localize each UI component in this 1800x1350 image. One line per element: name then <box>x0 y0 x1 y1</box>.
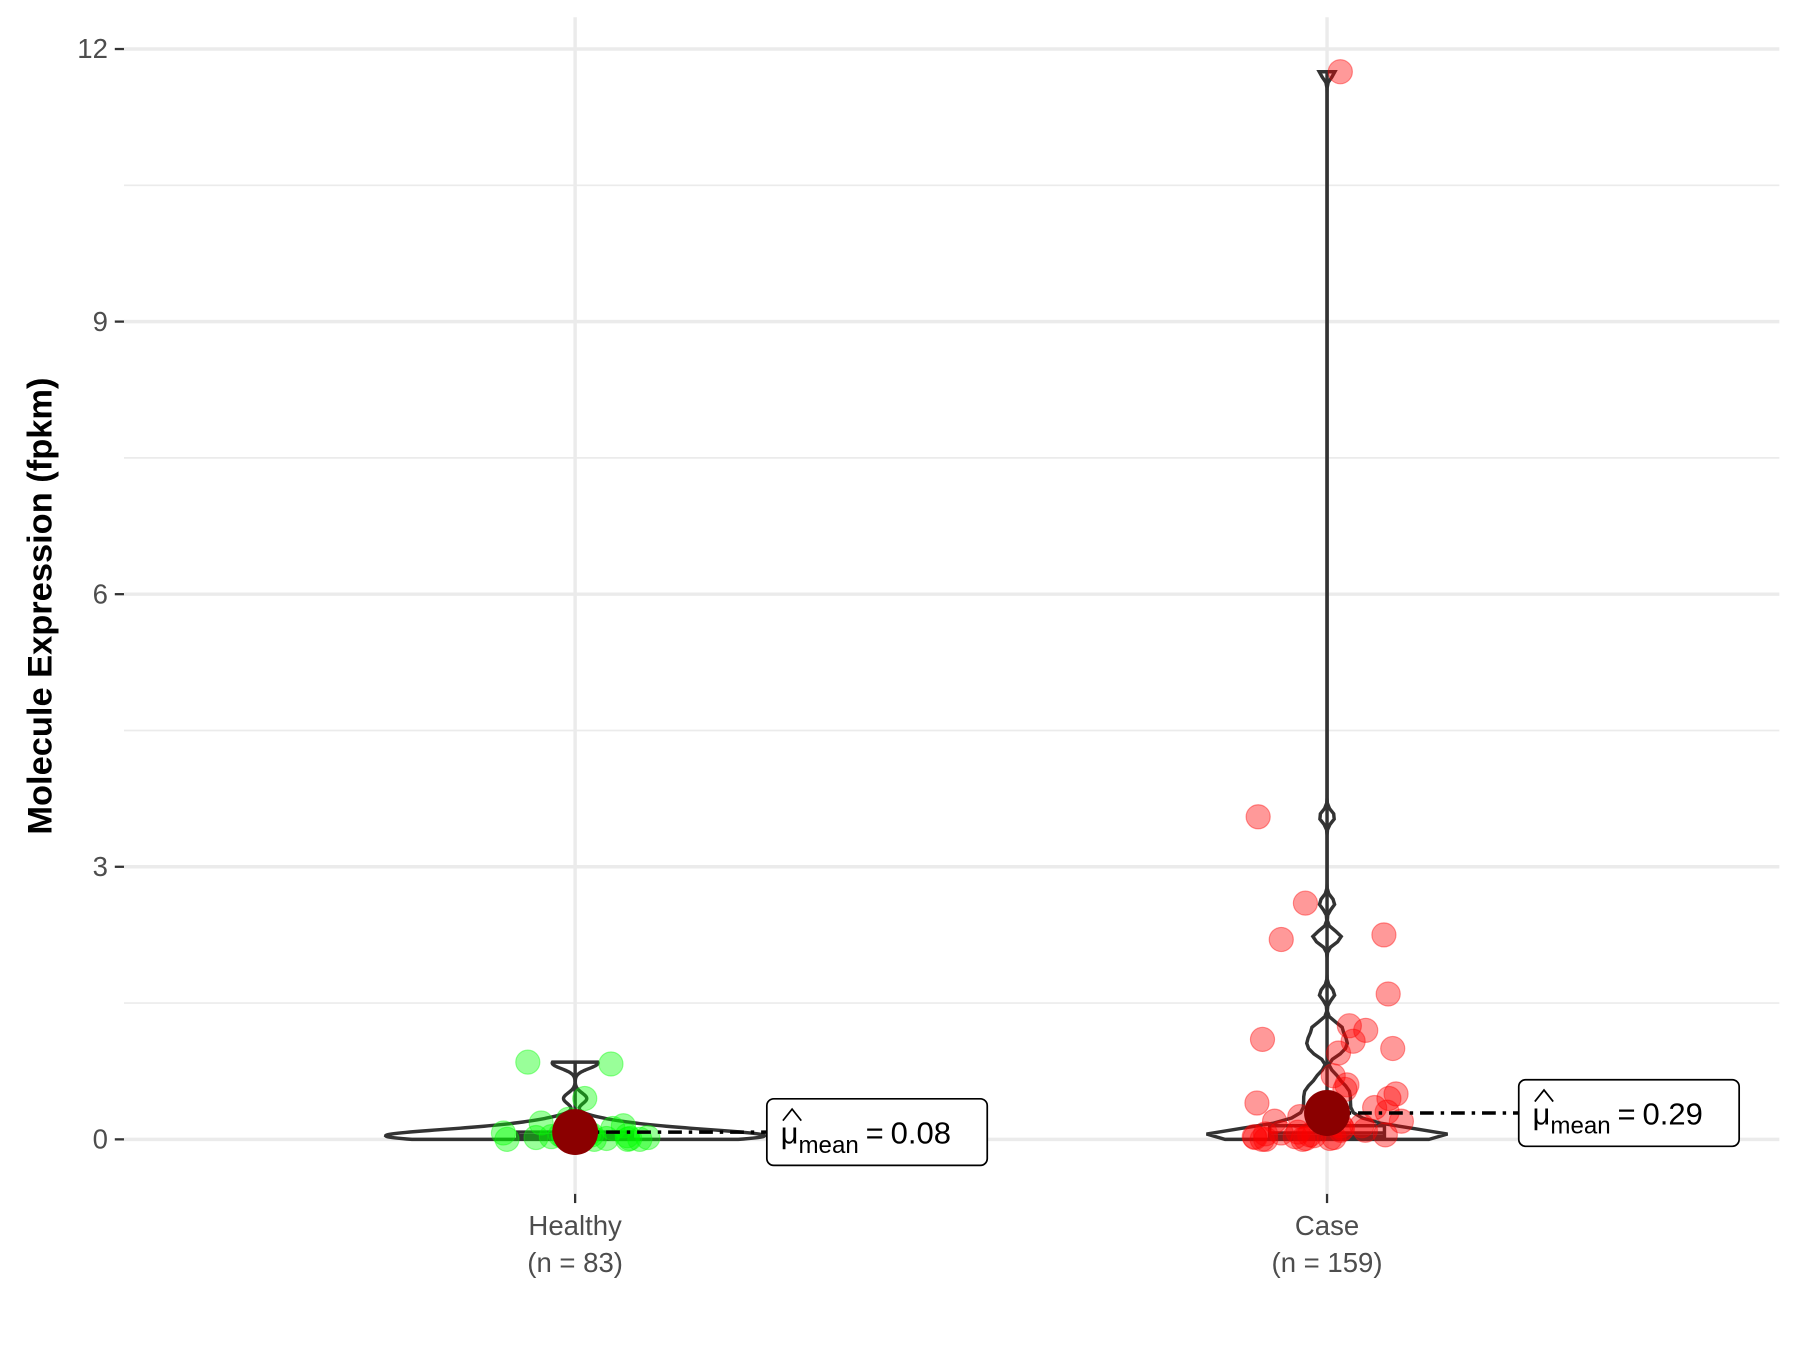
data-point <box>1241 1124 1267 1150</box>
mean-value: 0.29 <box>1643 1096 1703 1131</box>
data-point <box>528 1110 554 1136</box>
mean-value: 0.08 <box>891 1116 951 1151</box>
y-tick-label: 0 <box>93 1124 108 1155</box>
data-point <box>1249 1026 1276 1053</box>
x-tick-label: Case <box>1295 1210 1359 1241</box>
mean-hat <box>782 1107 802 1122</box>
data-point <box>515 1049 541 1075</box>
data-point <box>598 1051 624 1077</box>
mean-label: μmean = 0.29 <box>1533 1096 1703 1139</box>
data-point <box>1334 1072 1360 1098</box>
y-tick-label: 12 <box>77 33 108 64</box>
y-axis-title: Molecule Expression (fpkm) <box>22 378 60 835</box>
mean-symbol: μ <box>1533 1096 1551 1131</box>
data-point <box>523 1124 549 1151</box>
mean-equals: = <box>1618 1096 1636 1131</box>
data-point <box>1268 1120 1294 1146</box>
data-point <box>614 1123 640 1149</box>
data-point <box>1292 890 1319 916</box>
data-point <box>1293 1125 1319 1152</box>
mean-subscript: mean <box>1550 1113 1610 1140</box>
data-point <box>1376 1085 1402 1112</box>
data-point <box>617 1125 643 1152</box>
data-point <box>572 1085 598 1112</box>
data-point <box>1336 1013 1362 1039</box>
mean-point <box>1304 1090 1350 1136</box>
mean-subscript: mean <box>798 1132 858 1159</box>
mean-label-box <box>765 1097 989 1167</box>
mean-symbol: μ <box>781 1116 799 1151</box>
data-point <box>1371 922 1397 948</box>
data-point <box>1249 1126 1275 1152</box>
data-point <box>1383 1081 1409 1107</box>
y-tick-label: 3 <box>93 851 108 882</box>
data-point <box>1242 1124 1268 1151</box>
data-point <box>1375 981 1401 1007</box>
data-point <box>1253 1126 1279 1152</box>
data-point <box>1352 1117 1378 1143</box>
data-point <box>1325 1040 1352 1066</box>
data-point <box>1353 1017 1379 1043</box>
mean-hat <box>1534 1088 1554 1103</box>
data-point <box>1245 804 1271 830</box>
mean-label-box <box>1517 1078 1741 1148</box>
y-tick-label: 9 <box>93 306 108 337</box>
x-tick-sublabel: (n = 159) <box>1272 1247 1383 1278</box>
data-point <box>490 1120 517 1146</box>
data-point <box>1372 1122 1398 1148</box>
data-point <box>615 1126 641 1152</box>
mean-point <box>552 1109 599 1156</box>
data-point <box>1290 1126 1316 1152</box>
x-tick-label: Healthy <box>528 1210 622 1241</box>
y-tick-label: 6 <box>93 578 108 609</box>
data-point <box>1282 1124 1308 1150</box>
data-point <box>1244 1090 1270 1116</box>
data-point <box>1320 1063 1346 1089</box>
data-point <box>1252 1121 1279 1147</box>
data-point <box>1340 1028 1366 1054</box>
data-point <box>600 1115 626 1142</box>
data-point <box>494 1126 520 1152</box>
mean-label: μmean = 0.08 <box>781 1116 951 1159</box>
data-point <box>1380 1035 1406 1062</box>
data-point <box>1268 926 1294 953</box>
x-tick-sublabel: (n = 83) <box>527 1247 623 1278</box>
data-point <box>1285 1119 1311 1145</box>
mean-equals: = <box>866 1116 884 1151</box>
data-point <box>1388 1108 1415 1134</box>
data-point <box>1327 59 1353 85</box>
data-point <box>1261 1108 1288 1134</box>
